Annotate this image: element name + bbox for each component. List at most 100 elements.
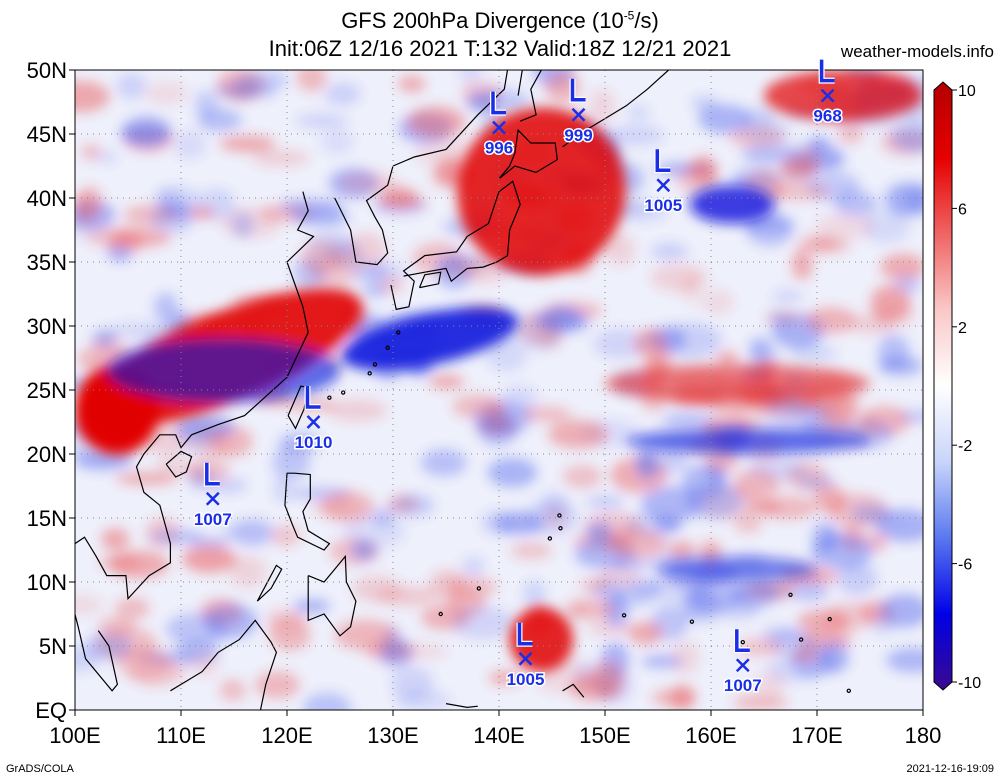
- divergence-feature: [457, 107, 626, 276]
- low-pressure-value: 1005: [644, 196, 682, 215]
- coastline: [562, 683, 585, 698]
- coastline: [75, 543, 119, 692]
- colorbar-label: -2: [958, 438, 972, 455]
- island: [340, 390, 346, 395]
- colorbar-label: 6: [958, 201, 967, 218]
- divergence-feature: [658, 556, 817, 582]
- low-pressure-center: 1007: [722, 629, 763, 697]
- island: [621, 613, 627, 618]
- footer-right: 2021-12-16-19:09: [906, 763, 994, 775]
- divergence-feature: [106, 338, 341, 403]
- low-pressure-center: 1007: [192, 462, 233, 530]
- coastline: [256, 564, 283, 602]
- coastline: [403, 709, 405, 710]
- coastline: [170, 619, 278, 710]
- low-center-mark: [735, 658, 750, 673]
- divergence-field: [75, 70, 923, 710]
- low-center-mark: [656, 178, 671, 193]
- colorbar: 10 6 2 -2 -6 -10: [933, 81, 981, 692]
- colorbar-label: -6: [958, 557, 972, 574]
- coastline: [165, 450, 193, 478]
- lat-tick-label: 5N: [39, 634, 67, 659]
- low-symbol: [205, 462, 220, 486]
- low-symbol: [305, 386, 321, 409]
- colorbar-ramp: [933, 81, 953, 691]
- chart-subtitle: Init:06Z 12/16 2021 T:132 Valid:18Z 12/2…: [268, 36, 732, 61]
- coastline: [307, 554, 357, 637]
- lat-tick-label: 30N: [27, 314, 67, 339]
- island: [798, 637, 804, 642]
- lon-tick-label: 170E: [791, 723, 842, 748]
- longitude-axis: 100E 110E 120E 130E 140E 150E 160E 170E 180: [49, 710, 941, 748]
- island: [558, 526, 563, 531]
- low-center-mark: [205, 491, 220, 506]
- island: [788, 592, 793, 598]
- divergence-feature: [689, 185, 775, 224]
- divergence-feature: [605, 364, 870, 403]
- lon-tick-label: 150E: [579, 723, 630, 748]
- lat-tick-label: 45N: [27, 122, 67, 147]
- low-pressure-centers: 996 999 1005 968 1010 1007 1005 1007: [192, 59, 843, 697]
- low-pressure-value: 1010: [295, 433, 333, 452]
- lat-tick-label: 25N: [27, 378, 67, 403]
- lat-tick-label: 40N: [27, 186, 67, 211]
- low-pressure-center: 1005: [643, 149, 684, 217]
- latitude-axis: EQ 5N 10N 15N 20N 25N 30N 35N 40N 45N 50N: [27, 58, 75, 723]
- island: [385, 345, 390, 350]
- low-pressure-center: 1005: [505, 622, 546, 690]
- footer-left: GrADS/COLA: [6, 763, 74, 775]
- island: [557, 513, 562, 518]
- low-center-mark: [492, 120, 506, 135]
- colorbar-label: 10: [958, 83, 976, 100]
- lon-tick-label: 120E: [261, 723, 312, 748]
- coastline: [334, 165, 394, 266]
- low-symbol: [491, 91, 506, 115]
- low-pressure-center: 968: [812, 59, 843, 127]
- low-symbol: [819, 59, 835, 83]
- coastline: [498, 128, 558, 180]
- lat-tick-label: 15N: [27, 506, 67, 531]
- colorbar-label: -10: [958, 675, 981, 692]
- island: [438, 611, 443, 617]
- lon-tick-label: 110E: [156, 723, 206, 748]
- low-symbol: [735, 629, 750, 652]
- low-center-mark: [820, 88, 835, 103]
- lat-tick-label: EQ: [35, 698, 67, 723]
- low-pressure-value: 1005: [507, 670, 545, 689]
- low-center-mark: [571, 107, 586, 122]
- lon-tick-label: 100E: [49, 723, 100, 748]
- lon-tick-label: 130E: [367, 723, 418, 748]
- low-pressure-center: 1010: [293, 386, 334, 454]
- island: [827, 616, 832, 622]
- island: [689, 619, 695, 624]
- colorbar-label: 2: [958, 320, 967, 337]
- lat-tick-label: 50N: [27, 58, 67, 83]
- low-symbol: [655, 149, 671, 172]
- island: [372, 362, 378, 367]
- chart-title: GFS 200hPa Divergence (10-5/s): [341, 8, 659, 33]
- lat-tick-label: 10N: [27, 570, 67, 595]
- low-pressure-value: 1007: [194, 510, 232, 529]
- low-pressure-center: 996: [483, 91, 515, 159]
- lon-tick-label: 140E: [473, 723, 524, 748]
- low-symbol: [570, 78, 586, 102]
- divergence-feature: [509, 607, 574, 672]
- low-pressure-value: 968: [813, 107, 841, 126]
- low-pressure-value: 999: [564, 126, 592, 145]
- lat-tick-label: 35N: [27, 250, 67, 275]
- island: [367, 371, 372, 376]
- island: [740, 639, 746, 645]
- island: [476, 586, 482, 591]
- divergence-feature: [764, 70, 923, 122]
- divergence-feature: [341, 307, 519, 371]
- coastline: [392, 70, 509, 167]
- low-center-mark: [306, 415, 321, 429]
- coastline: [284, 472, 331, 551]
- lat-tick-label: 20N: [27, 442, 67, 467]
- low-pressure-value: 996: [485, 139, 513, 158]
- island: [327, 395, 332, 400]
- coastline: [517, 70, 543, 122]
- coastline: [390, 180, 521, 311]
- lon-tick-label: 180: [905, 723, 942, 748]
